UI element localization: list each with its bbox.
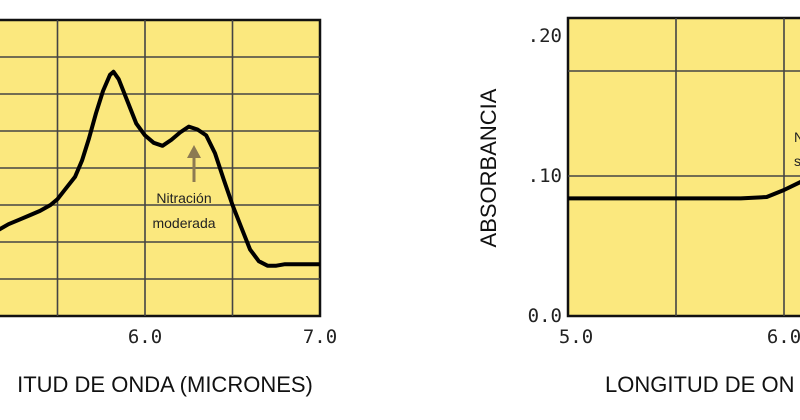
left-annotation-arrow-head — [187, 145, 201, 158]
right-spectrum-line — [568, 180, 800, 201]
left-annotation-line2: moderada — [152, 215, 215, 231]
right-annotation-line2: s — [794, 153, 800, 169]
right-y-tick-1: .10 — [528, 165, 562, 187]
right-annotation-line1: N — [794, 129, 800, 145]
left-spectrum-line — [0, 69, 320, 268]
right-y-ticks: 0.0 .10 .20 — [528, 25, 562, 327]
right-y-tick-0: 0.0 — [528, 305, 562, 327]
right-x-tick-1: 6.0 — [767, 326, 800, 348]
left-x-tick-1: 7.0 — [303, 326, 337, 348]
right-x-axis-label: LONGITUD DE ON — [605, 372, 794, 397]
left-x-tick-0: 6.0 — [128, 326, 162, 348]
right-chart-panel: 5.0 6.0 0.0 .10 .20 N s ABSORBANCIA LONGITU… — [476, 16, 800, 397]
left-grid — [0, 20, 320, 316]
right-x-tick-0: 5.0 — [559, 326, 593, 348]
right-x-ticks: 5.0 6.0 — [559, 326, 800, 348]
right-grid — [568, 18, 800, 316]
right-y-tick-2: .20 — [528, 25, 562, 47]
left-chart-panel: 6.0 7.0 Nitración moderada ITUD DE ONDA (… — [0, 18, 337, 397]
left-x-axis-label: ITUD DE ONDA (MICRONES) — [17, 372, 313, 397]
right-plot-area — [566, 16, 800, 318]
right-y-axis-label: ABSORBANCIA — [476, 88, 501, 247]
left-x-ticks: 6.0 7.0 — [128, 326, 337, 348]
left-annotation: Nitración moderada — [152, 145, 216, 231]
left-annotation-line1: Nitración — [156, 190, 211, 206]
